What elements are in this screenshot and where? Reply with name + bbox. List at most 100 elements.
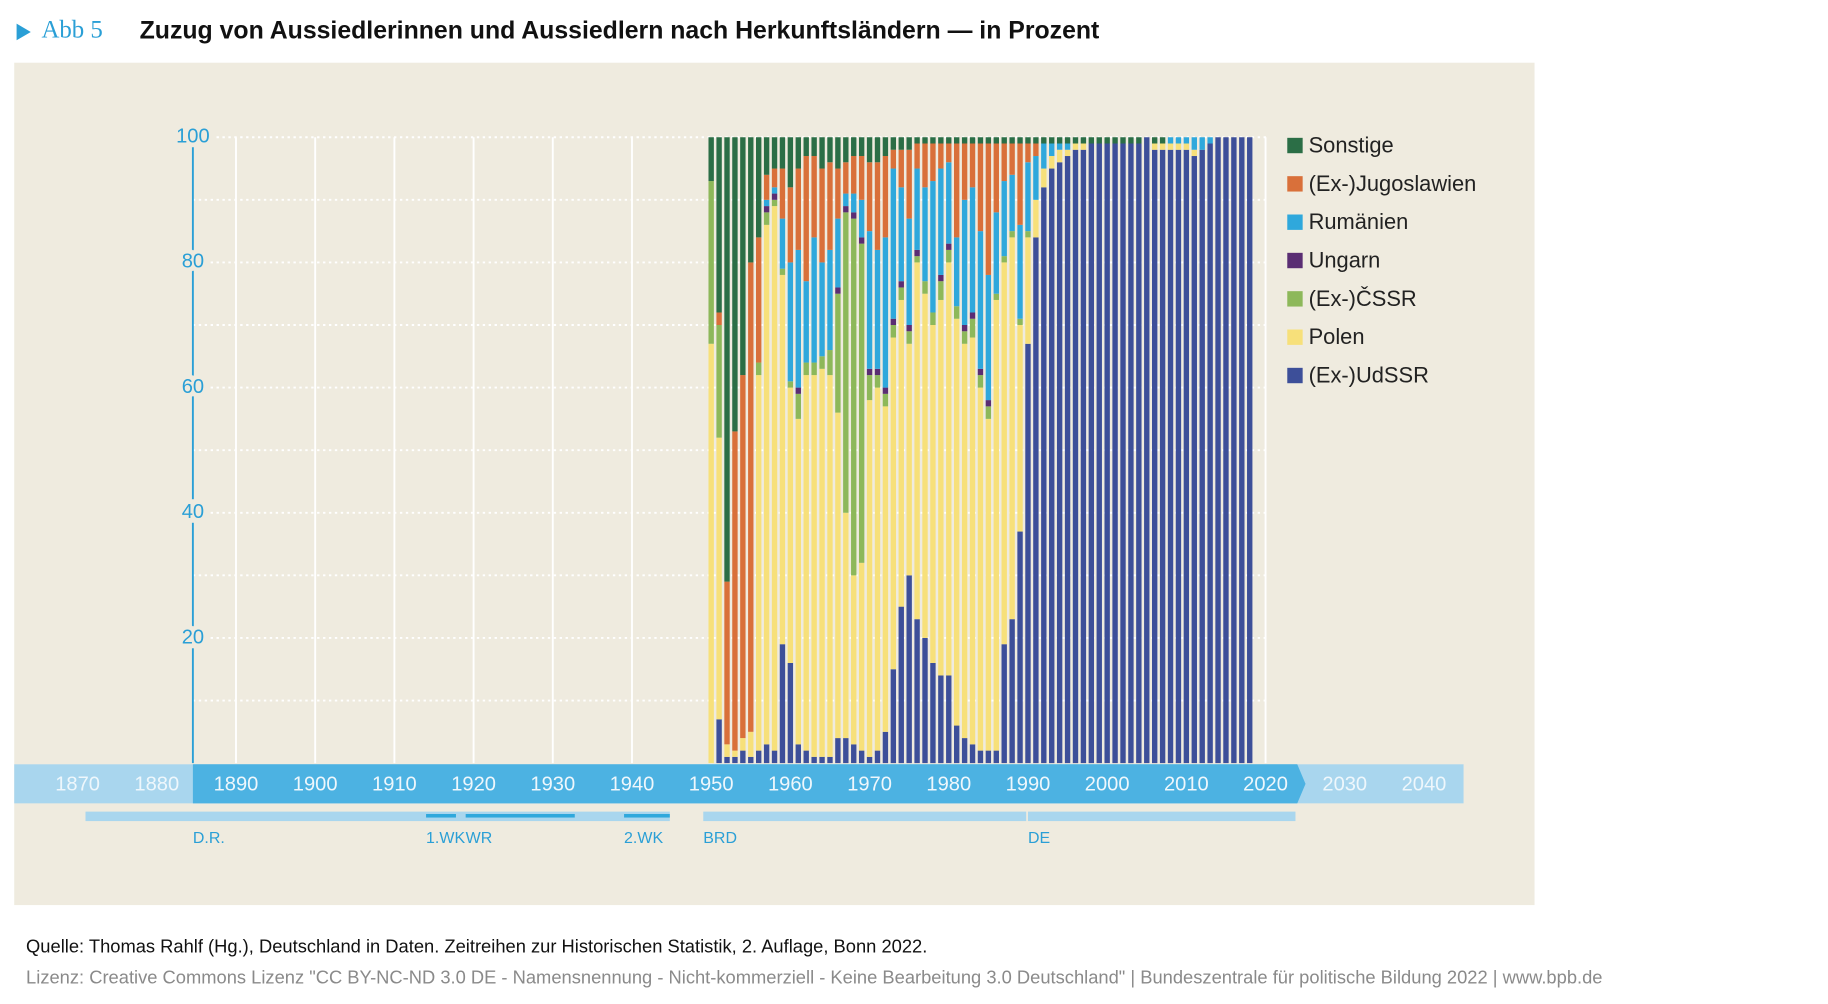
x-tick-label: 1930 — [530, 773, 575, 795]
legend-swatch — [1287, 137, 1303, 154]
x-tick-label: 1870 — [55, 773, 100, 795]
bar-segment — [843, 512, 849, 739]
legend-label: (Ex-)Jugoslawien — [1309, 171, 1477, 196]
bar-segment — [756, 137, 762, 238]
bar-segment — [866, 368, 873, 376]
bar-segment — [985, 143, 992, 275]
bar-segment — [1072, 143, 1079, 150]
bar-segment — [811, 375, 817, 757]
bar-segment — [787, 387, 794, 663]
bar-segment — [906, 218, 912, 326]
bar-segment — [843, 162, 849, 194]
period-label: BRD — [703, 830, 737, 847]
bar-segment — [938, 143, 944, 169]
marker — [16, 23, 31, 41]
bar-segment — [985, 750, 992, 764]
bar-segment — [851, 193, 857, 213]
bar-segment — [1049, 156, 1055, 169]
bar-segment — [1025, 143, 1031, 163]
bar-segment — [843, 193, 849, 207]
bar-segment — [1009, 619, 1015, 764]
bar-segment — [898, 281, 904, 288]
bar-segment — [1025, 162, 1031, 232]
bar-segment — [835, 168, 841, 219]
period-label: DE — [1028, 830, 1050, 847]
x-tick-label: 1970 — [847, 773, 892, 795]
bar-segment — [946, 243, 952, 250]
bar-segment — [914, 249, 920, 257]
bar-segment — [993, 137, 999, 144]
y-tick-label: 60 — [182, 376, 204, 398]
bar-segment — [1033, 137, 1039, 144]
bar-segment — [1231, 137, 1237, 764]
bar-segment — [866, 375, 873, 401]
bar-segment — [1064, 143, 1071, 150]
bar-segment — [835, 137, 841, 169]
bar-segment — [938, 168, 944, 275]
bar-segment — [1167, 137, 1174, 144]
bar-segment — [930, 312, 936, 326]
bar-segment — [858, 237, 865, 244]
bar-segment — [811, 756, 817, 764]
bar-segment — [795, 168, 801, 250]
license: Lizenz: Creative Commons Lizenz "CC BY-N… — [26, 966, 1602, 987]
period-bar — [465, 813, 575, 818]
bar-segment — [1088, 137, 1095, 144]
legend-swatch — [1287, 252, 1303, 269]
bar-segment — [795, 137, 801, 169]
bar-segment — [1064, 137, 1071, 144]
bar-segment — [953, 143, 960, 238]
bar-segment — [866, 162, 873, 232]
axis-band-main — [192, 764, 1306, 804]
bar-segment — [708, 343, 714, 764]
bar-segment — [961, 143, 968, 200]
bar-segment — [795, 418, 801, 745]
bar-segment — [787, 262, 794, 382]
bar-segment — [771, 168, 778, 188]
bar-segment — [874, 249, 881, 369]
bar-segment — [946, 675, 952, 764]
bar-segment — [787, 662, 794, 764]
bar-segment — [858, 199, 865, 238]
bar-segment — [1009, 137, 1015, 144]
bar-segment — [763, 744, 770, 764]
bar-segment — [756, 362, 762, 376]
bar-segment — [906, 325, 912, 332]
bar-segment — [811, 137, 817, 157]
bar-segment — [938, 299, 944, 676]
bar-segment — [882, 393, 889, 407]
bar-segment — [835, 412, 841, 739]
legend-label: Ungarn — [1309, 247, 1381, 272]
bar-segment — [1017, 531, 1023, 764]
bar-segment — [914, 262, 920, 620]
bar-segment — [890, 325, 897, 338]
bar-segment — [930, 181, 936, 313]
bar-segment — [985, 406, 992, 419]
bar-segment — [977, 143, 984, 232]
bar-segment — [1041, 143, 1047, 169]
bar-segment — [866, 137, 873, 163]
bar-segment — [874, 368, 881, 376]
bar-segment — [874, 137, 881, 163]
bar-segment — [882, 387, 889, 394]
bar-segment — [969, 318, 976, 338]
bar-segment — [930, 143, 936, 182]
bar-segment — [763, 206, 770, 213]
bar-segment — [851, 575, 857, 745]
bar-segment — [993, 299, 999, 751]
bar-segment — [858, 243, 865, 563]
bar-segment — [1175, 143, 1182, 150]
bar-segment — [827, 350, 833, 376]
bar-segment — [977, 368, 984, 376]
bar-segment — [993, 750, 999, 764]
bar-segment — [946, 249, 952, 263]
bar-segment — [1033, 199, 1039, 238]
bar-segment — [1017, 325, 1023, 532]
bar-segment — [835, 293, 841, 413]
legend-label: Polen — [1309, 324, 1365, 349]
bar-segment — [953, 237, 960, 307]
bar-segment — [882, 156, 889, 238]
bar-segment — [898, 299, 904, 607]
legend-swatch — [1287, 367, 1303, 384]
